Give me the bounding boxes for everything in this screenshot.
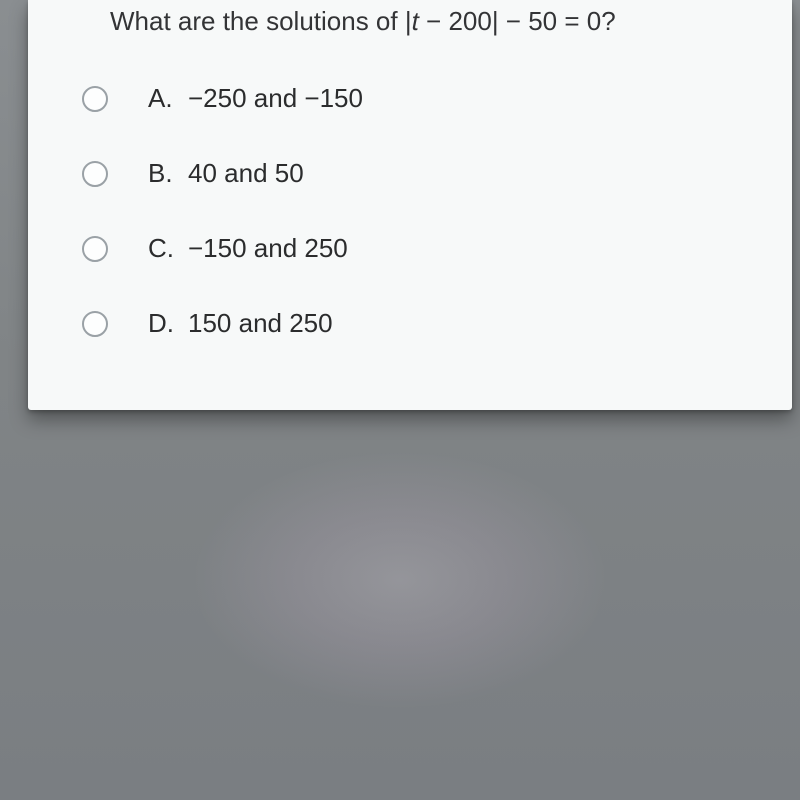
option-text: D.150 and 250 (148, 308, 333, 339)
option-value: 150 and 250 (188, 308, 333, 338)
radio-icon[interactable] (82, 86, 108, 112)
question-text: What are the solutions of |t − 200| − 50… (28, 4, 792, 61)
option-a[interactable]: A.−250 and −150 (82, 61, 792, 136)
radio-icon[interactable] (82, 236, 108, 262)
radio-icon[interactable] (82, 311, 108, 337)
option-text: C.−150 and 250 (148, 233, 348, 264)
option-b[interactable]: B.40 and 50 (82, 136, 792, 211)
option-letter: B. (148, 158, 188, 189)
option-value: −250 and −150 (188, 83, 363, 113)
option-text: A.−250 and −150 (148, 83, 363, 114)
option-letter: D. (148, 308, 188, 339)
options-list: A.−250 and −150 B.40 and 50 C.−150 and 2… (28, 61, 792, 361)
option-letter: C. (148, 233, 188, 264)
option-letter: A. (148, 83, 188, 114)
radio-icon[interactable] (82, 161, 108, 187)
option-c[interactable]: C.−150 and 250 (82, 211, 792, 286)
question-prefix: What are the solutions of | (110, 6, 412, 36)
option-d[interactable]: D.150 and 250 (82, 286, 792, 361)
option-value: 40 and 50 (188, 158, 304, 188)
screen-glare (190, 450, 610, 710)
question-suffix: − 200| − 50 = 0? (419, 6, 616, 36)
option-text: B.40 and 50 (148, 158, 304, 189)
question-card: What are the solutions of |t − 200| − 50… (28, 0, 792, 410)
option-value: −150 and 250 (188, 233, 348, 263)
question-variable: t (412, 6, 419, 36)
